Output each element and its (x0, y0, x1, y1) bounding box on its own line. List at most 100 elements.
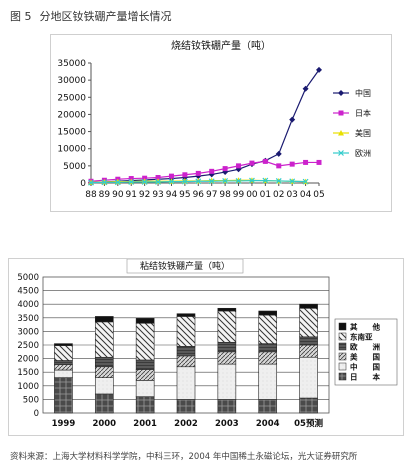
y-tick-label: 10000 (57, 145, 86, 155)
y-tick-label: 3000 (17, 327, 39, 337)
bar-segment (94, 316, 114, 323)
bar-segment (54, 364, 73, 371)
data-point (181, 178, 188, 185)
chart-title-box: 粘结钕铁硼产量（吨） (126, 258, 244, 274)
bar-segment (299, 336, 318, 346)
data-point (222, 166, 228, 172)
legend-label: 日 本 (350, 372, 380, 382)
bar-segment (176, 366, 196, 400)
data-point (316, 159, 322, 165)
data-point (114, 179, 121, 186)
x-tick-label: 88 (85, 190, 97, 200)
bar-segment (176, 313, 196, 317)
x-tick-label: 2003 (215, 419, 239, 429)
y-tick-label: 15000 (57, 128, 86, 138)
bar-segment (258, 314, 278, 344)
x-tick-label: 99 (233, 190, 245, 200)
y-tick-label: 3500 (17, 314, 39, 324)
legend-swatch (338, 352, 347, 361)
data-point (208, 178, 215, 185)
legend-swatch (338, 372, 347, 381)
data-point (236, 163, 242, 169)
x-tick-label: 93 (152, 190, 163, 200)
legend-label: 美国 (355, 128, 371, 138)
y-tick-label: 5000 (17, 273, 39, 283)
bar-segment (299, 303, 318, 309)
data-point (302, 178, 309, 185)
bar-segment (176, 355, 196, 368)
x-tick-label: 1999 (52, 419, 76, 429)
legend-label: 中国 (355, 88, 371, 98)
legend-label: 美 国 (350, 352, 380, 362)
bar-segment (258, 310, 278, 316)
data-point (302, 85, 309, 92)
figure-caption: 分地区钕铁硼产量增长情况 (39, 10, 172, 23)
y-tick-label: 2500 (17, 341, 39, 351)
sintered-ndfeb-line-chart: 烧结钕铁硼产量（吨） 0 5000 10000 15000 20000 25000 30000… (50, 34, 392, 212)
series-0 (88, 66, 322, 186)
data-point (316, 66, 322, 73)
legend-label: 中 国 (350, 362, 380, 372)
x-tick-label: 2002 (174, 419, 198, 429)
data-point (101, 179, 108, 186)
data-point (168, 173, 174, 179)
legend-swatch (338, 322, 347, 331)
bar-segment (258, 363, 278, 400)
data-point (249, 160, 255, 166)
data-point (338, 150, 344, 156)
bar-segment (299, 356, 318, 399)
figure-title: 图 5 分地区钕铁硼产量增长情况 (10, 8, 172, 24)
x-tick-label: 05预测 (294, 418, 323, 429)
title-frame (126, 258, 244, 274)
bar-segment (94, 356, 114, 368)
figure-number: 图 5 (10, 10, 32, 23)
bar-segment (217, 399, 237, 414)
data-point (168, 178, 175, 185)
legend-swatch (338, 362, 347, 371)
data-point (338, 130, 344, 136)
x-tick-label: 96 (193, 190, 205, 200)
y-tick-label: 30000 (57, 76, 86, 86)
bar-segment (94, 393, 114, 414)
bar-segment (217, 351, 237, 365)
data-point (303, 159, 309, 165)
x-tick-label: 05 (313, 190, 324, 200)
legend-label: 欧洲 (355, 148, 371, 158)
source-note: 资料来源：上海大学材料科学学院，中科三环，2004 年中国稀土永磁论坛，光大证券… (10, 452, 358, 462)
data-point (155, 179, 161, 185)
bar-segment (299, 307, 318, 338)
bar-segment (217, 341, 237, 353)
bar-segment (135, 318, 155, 324)
bar-segment (94, 377, 114, 395)
legend-label: 其 他 (350, 322, 380, 332)
data-point (155, 175, 161, 181)
data-point (235, 178, 242, 184)
y-tick-label: 1000 (17, 382, 39, 392)
bar-segment (54, 343, 73, 346)
bar-segment (299, 397, 318, 414)
x-tick-label: 91 (126, 190, 137, 200)
y-tick-label: 4500 (17, 287, 39, 297)
x-tick-label: 00 (246, 190, 258, 200)
data-point (142, 175, 148, 181)
x-tick-label: 2004 (256, 419, 280, 429)
data-point (338, 110, 344, 116)
data-point (338, 90, 344, 96)
bar-segment (135, 396, 155, 414)
y-tick-label: 500 (23, 395, 39, 405)
bar-segment (217, 307, 237, 312)
data-point (195, 178, 202, 185)
chart-title: 粘结钕铁硼产量（吨） (140, 260, 230, 272)
bonded-ndfeb-bar-chart: 0 500 1000 1500 2000 2500 3000 3500 4000 4500 5000… (8, 258, 404, 436)
data-point (128, 176, 134, 182)
y-tick-label: 0 (80, 179, 86, 189)
legend-label: 东南亚 (350, 332, 373, 342)
y-tick-label: 1500 (17, 368, 39, 378)
data-point (249, 177, 255, 184)
legend-swatch (338, 342, 347, 351)
bar-segment (176, 346, 196, 357)
y-tick-label: 0 (34, 409, 39, 419)
y-tick-label: 4000 (17, 300, 39, 310)
bonded-chart-svg: 0 500 1000 1500 2000 2500 3000 3500 4000 4500 5000… (17, 258, 398, 429)
